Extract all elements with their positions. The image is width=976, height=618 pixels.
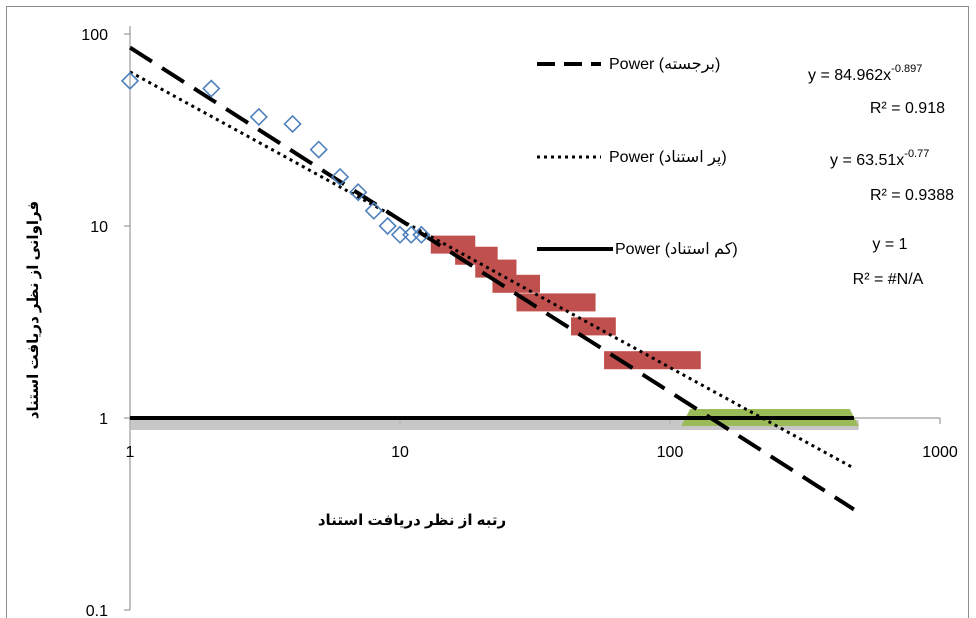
y-tick-label: 10	[90, 219, 108, 236]
data-point-diamond	[330, 167, 350, 187]
equation-solid: y = 1 R² = #N/A	[853, 236, 924, 288]
baseline-shadow	[130, 420, 859, 430]
equation-solid-formula: y = 1	[872, 236, 907, 253]
band-segment-red	[571, 317, 616, 336]
equation-dashed: y = 84.962x-0.897 R² = 0.918	[808, 63, 945, 117]
legend-label-dotted: Power (پر استناد)	[609, 149, 727, 167]
data-point-diamond	[202, 79, 221, 98]
x-tick-label: 1	[126, 444, 135, 461]
data-point-diamond	[412, 225, 431, 244]
chart-area	[6, 6, 969, 618]
equation-dashed-formula: y = 84.962x-0.897	[808, 63, 922, 84]
data-point-diamond	[390, 225, 410, 244]
data-point-diamond	[402, 225, 421, 244]
data-point-diamond	[283, 114, 302, 134]
legend-label-dashed: Power (برجسته)	[609, 56, 720, 74]
data-point-diamond	[249, 107, 268, 127]
band-markers	[130, 235, 859, 430]
data-point-diamond	[309, 140, 328, 159]
equation-dotted-r2: R² = 0.9388	[870, 187, 954, 204]
band-segment-red	[492, 274, 540, 293]
legend-entry-solid: Power (کم استناد)	[537, 241, 738, 258]
equation-dashed-r2: R² = 0.918	[870, 100, 945, 117]
equation-solid-r2: R² = #N/A	[853, 271, 924, 288]
data-point-diamond	[120, 71, 140, 91]
legend-label-solid: Power (کم استناد)	[615, 241, 738, 258]
y-tick-label: 1	[99, 411, 108, 428]
y-axis-title: فراوانی از نظر دریافت استناد	[25, 201, 42, 419]
y-tick-label: 100	[81, 27, 108, 44]
data-point-diamond	[378, 216, 397, 236]
data-points	[120, 71, 431, 244]
x-tick-label: 10	[391, 444, 409, 461]
x-tick-label: 100	[657, 444, 684, 461]
trendline-dashed	[128, 45, 855, 512]
data-point-diamond	[364, 201, 383, 220]
data-point-diamond	[349, 183, 368, 202]
trendlines	[128, 45, 855, 512]
y-tick-label: 0.1	[86, 603, 108, 618]
legend-entry-dotted: Power (پر استناد)	[537, 149, 727, 167]
x-axis-title: رتبه از نظر دریافت استناد	[318, 512, 506, 529]
legend: Power (برجسته) Power (پر استناد) Power (…	[537, 56, 738, 258]
axes: 0.1 1 10 100 1 10 100 1000	[81, 26, 958, 618]
trendline-equations: y = 84.962x-0.897 R² = 0.918 y = 63.51x-…	[808, 63, 954, 288]
x-tick-label: 1000	[922, 444, 958, 461]
equation-dotted: y = 63.51x-0.77 R² = 0.9388	[830, 148, 954, 204]
trendline-dotted	[129, 70, 855, 470]
equation-dotted-formula: y = 63.51x-0.77	[830, 148, 929, 169]
legend-entry-dashed: Power (برجسته)	[537, 56, 720, 74]
